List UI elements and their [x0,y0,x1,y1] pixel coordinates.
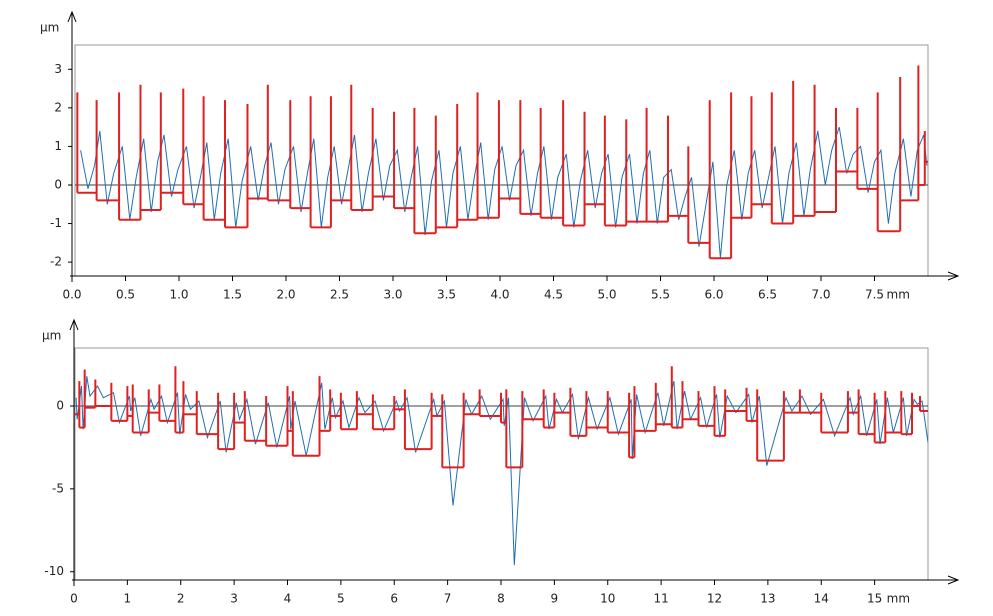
x-axis-label: mm [887,592,910,606]
x-tick-label: 0.5 [116,288,135,302]
x-tick-label: 7.0 [811,288,830,302]
x-tick-label: 9 [551,592,559,606]
y-tick-label: 1 [54,139,62,153]
y-axis-label: µm [42,329,61,343]
x-tick-label: 4.0 [490,288,509,302]
x-tick-label: 0.0 [62,288,81,302]
x-tick-label: 6.5 [758,288,777,302]
x-tick-label: 6 [390,592,398,606]
x-tick-label: 2 [177,592,185,606]
plot-frame [74,347,929,581]
plot-area [76,65,928,260]
x-tick-label: 14 [814,592,829,606]
x-axis-arrow [947,575,960,585]
x-tick-label: 8 [497,592,505,606]
x-tick-label: 3 [230,592,238,606]
x-tick-label: 10 [600,592,615,606]
y-tick-label: 0 [54,177,62,191]
x-tick-label: 3.5 [437,288,456,302]
x-axis-arrow [947,271,960,281]
y-tick-label: 0 [56,399,64,413]
x-tick-label: 15 [867,592,882,606]
x-tick-label: 12 [707,592,722,606]
x-tick-label: 1.5 [223,288,242,302]
y-tick-label: -5 [52,481,64,495]
x-tick-label: 7.5 [865,288,884,302]
x-tick-label: 13 [760,592,775,606]
x-tick-label: 1 [124,592,132,606]
x-tick-label: 5.5 [651,288,670,302]
x-tick-label: 4.5 [544,288,563,302]
y-axis-label: µm [40,21,59,35]
x-tick-label: 0 [70,592,78,606]
x-tick-label: 3.0 [383,288,402,302]
x-tick-label: 5.0 [597,288,616,302]
x-tick-label: 5 [337,592,345,606]
y-tick-label: -10 [44,564,64,578]
y-tick-label: -2 [50,255,62,269]
x-tick-label: 2.0 [276,288,295,302]
y-tick-label: 2 [54,100,62,114]
y-tick-label: -1 [50,216,62,230]
x-tick-label: 6.0 [704,288,723,302]
x-tick-label: 2.5 [330,288,349,302]
y-axis-arrow [67,10,77,23]
y-axis-arrow [69,318,79,331]
x-tick-label: 11 [653,592,668,606]
profile-line [80,126,928,259]
x-tick-label: 7 [444,592,452,606]
y-tick-label: 3 [54,62,62,76]
x-tick-label: 4 [284,592,292,606]
x-tick-label: 1.0 [169,288,188,302]
x-axis-label: mm [887,288,910,302]
profile-line [75,376,928,566]
plot-area [75,366,928,566]
